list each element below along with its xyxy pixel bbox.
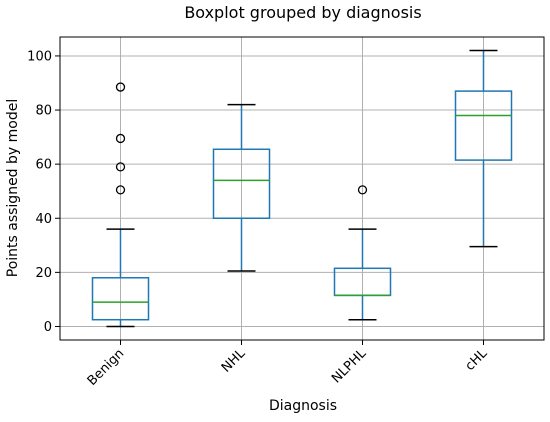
y-tick-label: 20 xyxy=(35,266,52,281)
iqr-box xyxy=(212,148,271,220)
outlier-point xyxy=(357,185,368,195)
outlier-point xyxy=(115,133,126,144)
box-benign xyxy=(91,82,150,328)
plot-area xyxy=(59,36,545,341)
grid xyxy=(60,37,544,340)
y-tick-label: 80 xyxy=(35,104,52,119)
box-chl xyxy=(454,49,513,248)
x-tick-label: cHL xyxy=(463,346,491,374)
x-axis: Benign NHL NLPHL cHL xyxy=(85,340,491,389)
y-tick-label: 60 xyxy=(35,158,52,173)
box-nlphl xyxy=(333,185,392,321)
chart-title: Boxplot grouped by diagnosis xyxy=(184,3,421,22)
iqr-box xyxy=(91,277,150,321)
y-tick-label: 40 xyxy=(35,212,52,227)
y-axis-label: Points assigned by model xyxy=(5,99,21,278)
iqr-box xyxy=(454,90,513,161)
boxes xyxy=(91,49,513,328)
x-tick-label: NLPHL xyxy=(329,346,370,387)
x-tick-label: NHL xyxy=(219,346,249,376)
x-axis-label: Diagnosis xyxy=(269,398,337,414)
outlier-point xyxy=(115,185,126,195)
box-nhl xyxy=(212,103,271,272)
outlier-point xyxy=(115,162,126,172)
x-tick-label: Benign xyxy=(85,346,128,389)
y-tick-label: 0 xyxy=(44,320,52,335)
outlier-point xyxy=(115,82,126,92)
y-axis: 0 20 40 60 80 100 xyxy=(27,49,60,335)
y-tick-label: 100 xyxy=(27,49,52,64)
